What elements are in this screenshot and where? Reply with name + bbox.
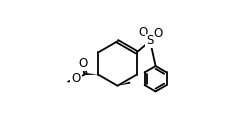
Polygon shape [86, 73, 98, 75]
Text: O: O [153, 27, 163, 41]
Text: O: O [79, 57, 88, 70]
Text: S: S [146, 34, 154, 47]
Polygon shape [118, 82, 130, 86]
Text: O: O [71, 72, 81, 85]
Text: O: O [138, 26, 148, 39]
